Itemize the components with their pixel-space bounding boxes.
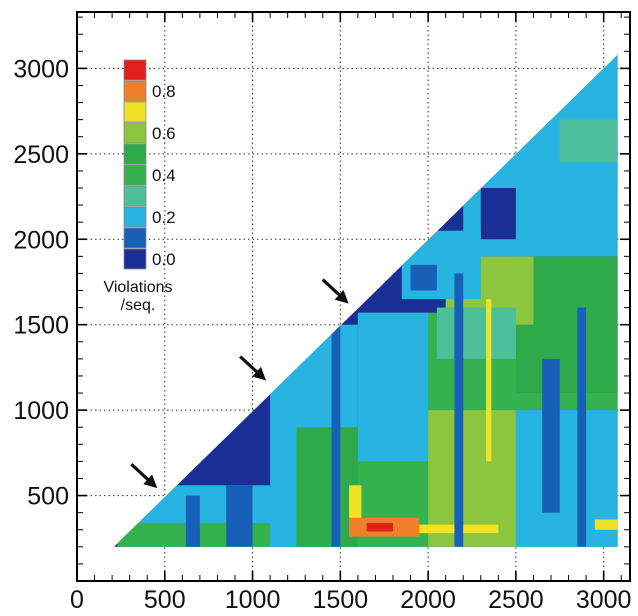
heatmap-cell (411, 265, 437, 291)
heatmap-cell (296, 427, 357, 547)
colorbar-swatch (124, 144, 146, 164)
heatmap-cell (560, 120, 618, 163)
colorbar-swatch (124, 207, 146, 227)
heatmap-cell (349, 485, 361, 517)
colorbar-swatch (124, 81, 146, 101)
colorbar-swatch (124, 102, 146, 122)
colorbar-label: 0.4 (152, 166, 176, 185)
heatmap-cell (226, 485, 252, 547)
heatmap-cell (595, 519, 618, 529)
heatmap-cell (481, 188, 516, 239)
colorbar-label: 0.6 (152, 124, 176, 143)
heatmap-cell (454, 273, 463, 546)
heatmap-cell (542, 359, 560, 513)
y-tick-label: 1500 (13, 312, 69, 340)
y-tick-label: 2000 (13, 226, 69, 254)
y-tick-label: 1000 (13, 397, 69, 425)
colorbar-label: 0.2 (152, 208, 176, 227)
colorbar-title: Violations (103, 279, 172, 296)
colorbar-label: 0.0 (152, 250, 176, 269)
colorbar-swatch (124, 186, 146, 206)
y-tick-label: 500 (27, 483, 69, 511)
heatmap-cell (577, 308, 586, 547)
x-tick-label: 500 (144, 586, 186, 614)
x-tick-label: 2500 (488, 586, 544, 614)
colorbar-swatch (124, 228, 146, 248)
colorbar-title: /seq. (121, 297, 156, 314)
x-tick-label: 3000 (576, 586, 632, 614)
x-tick-label: 0 (70, 586, 84, 614)
y-tick-label: 3000 (13, 55, 69, 83)
heatmap-cell (367, 523, 393, 532)
colorbar-label: 0.8 (152, 82, 176, 101)
heatmap-cell (437, 308, 516, 359)
colorbar-swatch (124, 249, 146, 269)
x-tick-label: 1000 (225, 586, 281, 614)
x-tick-label: 1500 (313, 586, 369, 614)
colorbar-swatch (124, 60, 146, 80)
colorbar-swatch (124, 165, 146, 185)
colorbar-swatch (124, 123, 146, 143)
x-tick-label: 2000 (400, 586, 456, 614)
heatmap-cell (186, 496, 200, 547)
y-tick-label: 2500 (13, 141, 69, 169)
heatmap-cell (486, 299, 491, 461)
heatmap-cell (332, 325, 341, 547)
heatmap-cell (358, 313, 428, 462)
